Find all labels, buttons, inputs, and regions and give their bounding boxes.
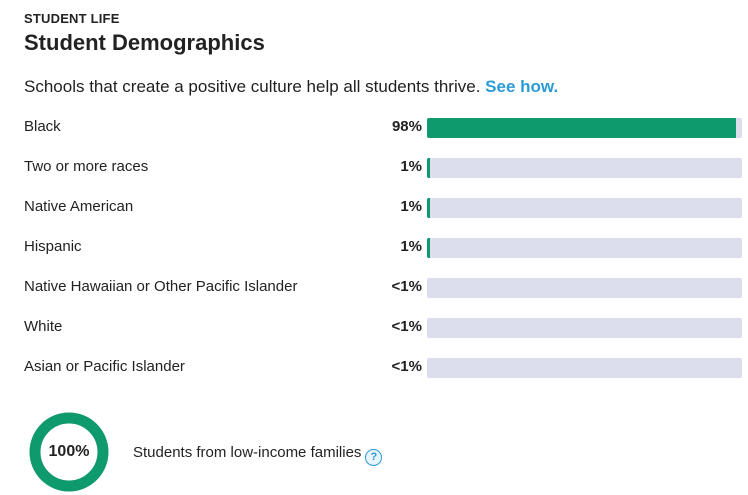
demographic-label: White	[24, 318, 63, 335]
section-eyebrow: STUDENT LIFE	[24, 11, 120, 26]
demographic-bar-track	[427, 318, 742, 338]
demographic-label: Asian or Pacific Islander	[24, 358, 185, 375]
demographic-label: Hispanic	[24, 238, 82, 255]
demographic-bar-track	[427, 118, 742, 138]
demographic-bar-track	[427, 238, 742, 258]
demographic-bar-track	[427, 198, 742, 218]
demographic-bar-track	[427, 278, 742, 298]
demographic-bar-track	[427, 158, 742, 178]
see-how-link[interactable]: See how.	[485, 77, 559, 96]
demographic-bar-fill	[427, 158, 431, 178]
demographic-row: Asian or Pacific Islander <1%	[0, 357, 748, 379]
intro-sentence: Schools that create a positive culture h…	[24, 77, 481, 96]
low-income-donut	[29, 412, 109, 492]
demographic-value: <1%	[391, 358, 422, 375]
demographic-value: 1%	[400, 158, 422, 175]
page-title: Student Demographics	[24, 30, 265, 55]
demographic-bar-track	[427, 358, 742, 378]
demographic-bar-fill	[427, 198, 431, 218]
demographic-value: 1%	[400, 198, 422, 215]
demographic-value: 98%	[391, 118, 422, 135]
low-income-percent: 100%	[48, 443, 90, 460]
demographic-bar-fill	[427, 118, 736, 138]
demographic-row: Two or more races 1%	[0, 157, 748, 179]
demographic-label: Native Hawaiian or Other Pacific Islande…	[24, 278, 298, 295]
intro-text: Schools that create a positive culture h…	[24, 77, 558, 97]
demographic-label: Native American	[24, 198, 134, 215]
demographic-label: Black	[24, 118, 61, 135]
question-mark-icon[interactable]: ?	[365, 449, 383, 466]
demographic-value: <1%	[391, 318, 422, 335]
demographic-bar-fill	[427, 238, 431, 258]
demographic-value: <1%	[391, 278, 422, 295]
donut-fill-arc	[29, 412, 109, 492]
demographic-row: Native Hawaiian or Other Pacific Islande…	[0, 277, 748, 299]
demographic-label: Two or more races	[24, 158, 149, 175]
demographic-row: Native American 1%	[0, 197, 748, 219]
low-income-label: Students from low-income families	[133, 444, 362, 461]
low-income-row: Students from low-income families?	[133, 444, 383, 466]
demographic-row: Black 98%	[0, 117, 748, 139]
demographic-value: 1%	[400, 238, 422, 255]
demographic-row: White <1%	[0, 317, 748, 339]
demographic-row: Hispanic 1%	[0, 237, 748, 259]
